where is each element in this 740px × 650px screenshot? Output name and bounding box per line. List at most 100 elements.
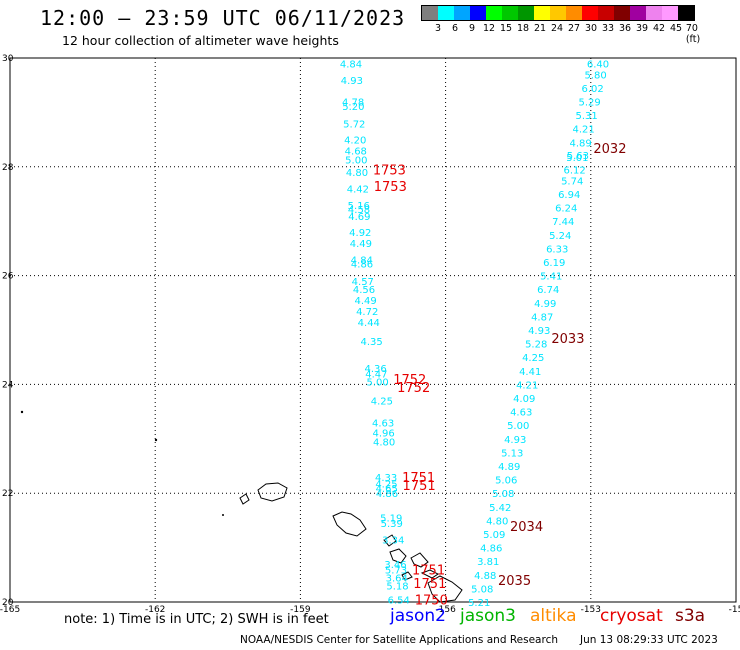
island-outline <box>257 482 288 502</box>
swh-value-east: 5.08 <box>471 584 493 595</box>
swh-value-east: 4.63 <box>510 408 532 419</box>
swh-value-west: 4.56 <box>353 285 375 296</box>
pass-time-label: 1752 <box>393 373 426 388</box>
swh-value-west: 5.00 <box>345 156 367 167</box>
pass-time-label: 1751 <box>403 479 436 494</box>
scale-swatch <box>630 6 646 20</box>
lon-tick-label: -15 <box>729 605 740 615</box>
island-outline <box>420 569 439 579</box>
swh-value-east: 5.74 <box>561 176 583 187</box>
swh-value-east: 5.13 <box>501 448 523 459</box>
color-scale-labels: 3 6 9 12 15 18 21 24 27 30 33 36 39 42 45 70 (ft) <box>421 21 700 45</box>
swh-value-west: 4.69 <box>348 212 370 223</box>
swh-value-east: 6.33 <box>546 244 568 255</box>
note-text: note: 1) Time is in UTC; 2) SWH is in fe… <box>64 612 329 627</box>
lon-tick-label: -165 <box>0 605 20 615</box>
swh-value-west: 5.20 <box>342 102 364 113</box>
scale-label: 70 (ft) <box>685 23 701 45</box>
swh-value-east: 6.74 <box>537 285 559 296</box>
swh-value-east: 4.21 <box>516 380 538 391</box>
pass-time-label: 2032 <box>593 142 626 157</box>
swh-value-west: 4.65 <box>376 484 398 495</box>
scale-label: 24 <box>550 23 564 34</box>
swh-value-east: 6.94 <box>558 190 580 201</box>
swh-value-west: 5.19 <box>380 514 402 525</box>
scale-swatch <box>422 6 438 20</box>
island-dot <box>154 438 158 442</box>
swh-value-west: 5.18 <box>386 582 408 593</box>
page-title: 12:00 – 23:59 UTC 06/11/2023 <box>40 6 406 30</box>
scale-swatch <box>550 6 566 20</box>
lat-tick-label: 30 <box>2 54 14 64</box>
lat-tick-label: 26 <box>2 272 14 282</box>
swh-value-west: 4.35 <box>360 337 382 348</box>
legend-jason2: jason2 <box>390 606 446 626</box>
island-outline <box>383 534 397 547</box>
swh-value-west: 4.80 <box>346 168 368 179</box>
swh-value-east: 6.12 <box>563 166 585 177</box>
scale-swatch <box>454 6 470 20</box>
swh-value-east: 4.09 <box>513 394 535 405</box>
color-scale: 3 6 9 12 15 18 21 24 27 30 33 36 39 42 45 70 (ft) <box>421 5 700 45</box>
island-outline <box>401 571 413 581</box>
scale-label: 15 <box>499 23 513 34</box>
swh-value-west: 4.42 <box>347 185 369 196</box>
swh-value-west: 4.93 <box>341 76 363 87</box>
swh-value-west: 6.54 <box>388 595 410 606</box>
swh-value-east: 6.02 <box>581 84 603 95</box>
scale-label: 27 <box>567 23 581 34</box>
swh-value-east: 4.25 <box>522 353 544 364</box>
swh-value-east: 6.24 <box>555 204 577 215</box>
lat-tick-label: 22 <box>2 489 13 499</box>
lat-tick-label: 24 <box>2 380 14 390</box>
swh-value-east: 5.63 <box>567 151 589 162</box>
swh-value-west: 4.68 <box>345 146 367 157</box>
swh-value-west: 4.44 <box>358 318 380 329</box>
color-scale-boxes <box>421 5 695 21</box>
swh-value-west: 4.25 <box>375 479 397 490</box>
swh-value-west: 4.58 <box>348 205 370 216</box>
scale-swatch <box>518 6 534 20</box>
island-outline <box>410 552 429 568</box>
swh-value-west: 3.34 <box>382 535 404 546</box>
pass-time-label: 2033 <box>551 332 584 347</box>
lat-tick-label: 20 <box>2 598 14 608</box>
swh-value-east: 5.41 <box>540 272 562 283</box>
swh-value-east: 5.01 <box>566 153 588 164</box>
lon-tick-label: -159 <box>290 605 311 615</box>
pass-time-label: 1751 <box>412 563 445 578</box>
swh-value-west: 3.64 <box>386 574 408 585</box>
legend-altika: altika <box>530 606 577 626</box>
scale-swatch <box>582 6 598 20</box>
scale-label: 21 <box>533 23 547 34</box>
lon-tick-label: -156 <box>435 605 456 615</box>
swh-value-east: 4.80 <box>486 516 508 527</box>
island-dot <box>222 514 224 516</box>
swh-value-east: 7.44 <box>552 217 574 228</box>
swh-value-east: 5.24 <box>549 231 571 242</box>
swh-value-west: 4.78 <box>342 98 364 109</box>
swh-value-west: 4.63 <box>372 418 394 429</box>
swh-value-west: 5.72 <box>343 119 365 130</box>
swh-value-east: 5.31 <box>575 111 597 122</box>
swh-value-east: 4.93 <box>528 326 550 337</box>
legend-jason3: jason3 <box>460 606 516 626</box>
scale-label: 45 <box>669 23 683 34</box>
island-outline <box>239 493 250 505</box>
swh-value-west: 4.86 <box>351 260 373 271</box>
legend-cryosat: cryosat <box>600 606 663 626</box>
lon-tick-label: -162 <box>145 605 165 615</box>
swh-value-west: 5.39 <box>381 519 403 530</box>
swh-value-west: 5.00 <box>366 378 388 389</box>
swh-value-east: 3.81 <box>477 557 499 568</box>
swh-value-west: 5.16 <box>348 201 370 212</box>
scale-swatch <box>598 6 614 20</box>
swh-value-east: 5.29 <box>578 98 600 109</box>
footer-org: NOAA/NESDIS Center for Satellite Applica… <box>240 634 558 646</box>
swh-value-east: 4.21 <box>572 125 594 136</box>
scale-swatch <box>438 6 454 20</box>
scale-swatch <box>502 6 518 20</box>
swh-value-west: 4.36 <box>364 364 386 375</box>
swh-value-west: 4.49 <box>354 296 376 307</box>
